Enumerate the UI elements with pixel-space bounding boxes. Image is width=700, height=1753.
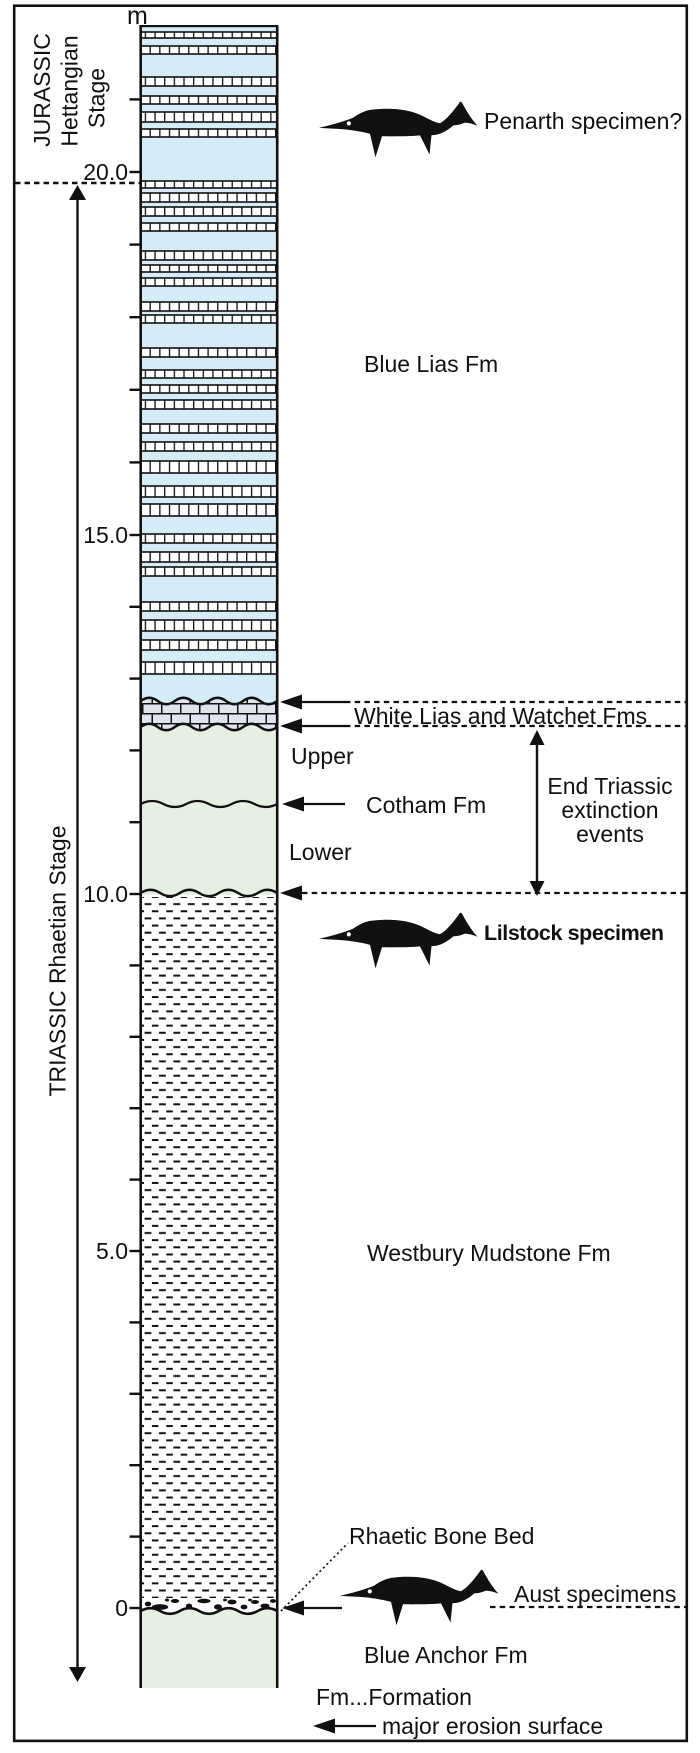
svg-text:m: m — [127, 2, 148, 30]
svg-text:End Triassic: End Triassic — [547, 773, 672, 799]
svg-text:Upper: Upper — [291, 743, 354, 769]
svg-text:20.0: 20.0 — [83, 159, 128, 185]
svg-text:events: events — [576, 821, 644, 847]
svg-text:10.0: 10.0 — [83, 881, 128, 907]
svg-text:JURASSIC: JURASSIC — [29, 33, 55, 147]
svg-text:Cotham Fm: Cotham Fm — [366, 792, 486, 818]
svg-text:major erosion surface: major erosion surface — [382, 1713, 603, 1739]
svg-text:Aust specimens: Aust specimens — [514, 1581, 676, 1607]
svg-text:Lower: Lower — [289, 839, 352, 865]
svg-text:Blue Lias Fm: Blue Lias Fm — [364, 351, 498, 377]
svg-text:Penarth specimen?: Penarth specimen? — [484, 108, 682, 134]
svg-text:Rhaetic Bone Bed: Rhaetic Bone Bed — [349, 1523, 534, 1549]
svg-text:0: 0 — [115, 1595, 128, 1621]
svg-text:Hettangian: Hettangian — [57, 35, 83, 146]
svg-text:Westbury Mudstone Fm: Westbury Mudstone Fm — [367, 1240, 611, 1266]
svg-text:Fm...Formation: Fm...Formation — [316, 1684, 472, 1710]
svg-text:Lilstock specimen: Lilstock specimen — [484, 921, 664, 945]
svg-text:5.0: 5.0 — [96, 1238, 128, 1264]
svg-text:extinction: extinction — [561, 797, 658, 823]
svg-text:White Lias and Watchet Fms: White Lias and Watchet Fms — [354, 703, 647, 729]
svg-text:Blue Anchor Fm: Blue Anchor Fm — [364, 1642, 528, 1668]
svg-text:15.0: 15.0 — [83, 522, 128, 548]
svg-text:Stage: Stage — [84, 68, 110, 128]
svg-text:TRIASSIC Rhaetian Stage: TRIASSIC Rhaetian Stage — [45, 825, 71, 1096]
